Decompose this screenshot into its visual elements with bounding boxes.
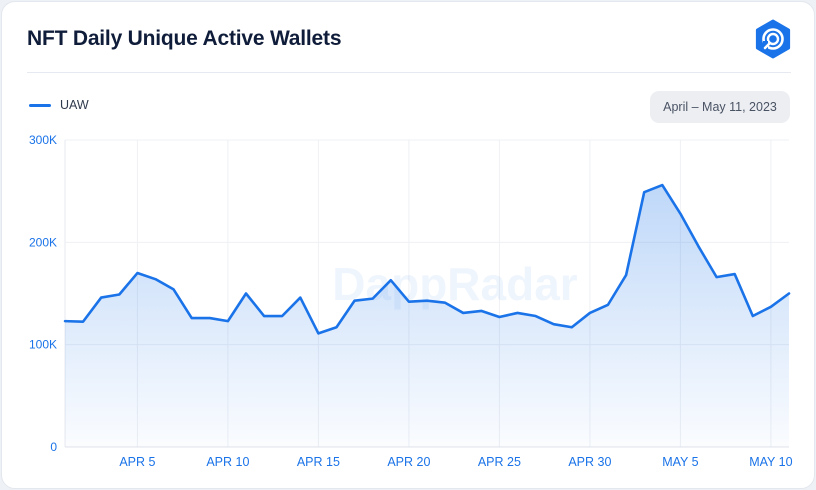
x-tick-label: APR 15 [297, 455, 340, 469]
x-tick-label: MAY 5 [662, 455, 698, 469]
uaw-series-line[interactable] [63, 183, 791, 335]
legend-swatch [29, 103, 51, 107]
chart-title: NFT Daily Unique Active Wallets [27, 27, 342, 50]
chart-area [65, 185, 789, 447]
y-tick-label: 200K [29, 235, 57, 249]
x-tick-label: APR 20 [387, 455, 430, 469]
x-tick-label: APR 10 [206, 455, 249, 469]
y-tick-label: 100K [29, 338, 57, 352]
y-tick-label: 0 [50, 440, 57, 454]
uaw-area [65, 185, 789, 447]
legend-label: UAW [60, 98, 89, 112]
date-range-badge[interactable]: April – May 11, 2023 [650, 91, 790, 123]
x-axis: APR 5 APR 10 APR 15 APR 20 APR 25 APR 30 MAY 5… [119, 455, 792, 469]
legend[interactable]: UAW [29, 98, 89, 112]
y-axis: 0 100K 200K 300K [29, 133, 57, 454]
y-tick-label: 300K [29, 133, 57, 147]
chart-line [63, 183, 791, 335]
dappradar-logo-icon[interactable] [753, 19, 793, 59]
x-tick-label: APR 5 [119, 455, 155, 469]
header-divider [27, 72, 791, 73]
x-tick-label: APR 25 [478, 455, 521, 469]
x-tick-label: APR 30 [568, 455, 611, 469]
x-tick-label: MAY 10 [749, 455, 792, 469]
